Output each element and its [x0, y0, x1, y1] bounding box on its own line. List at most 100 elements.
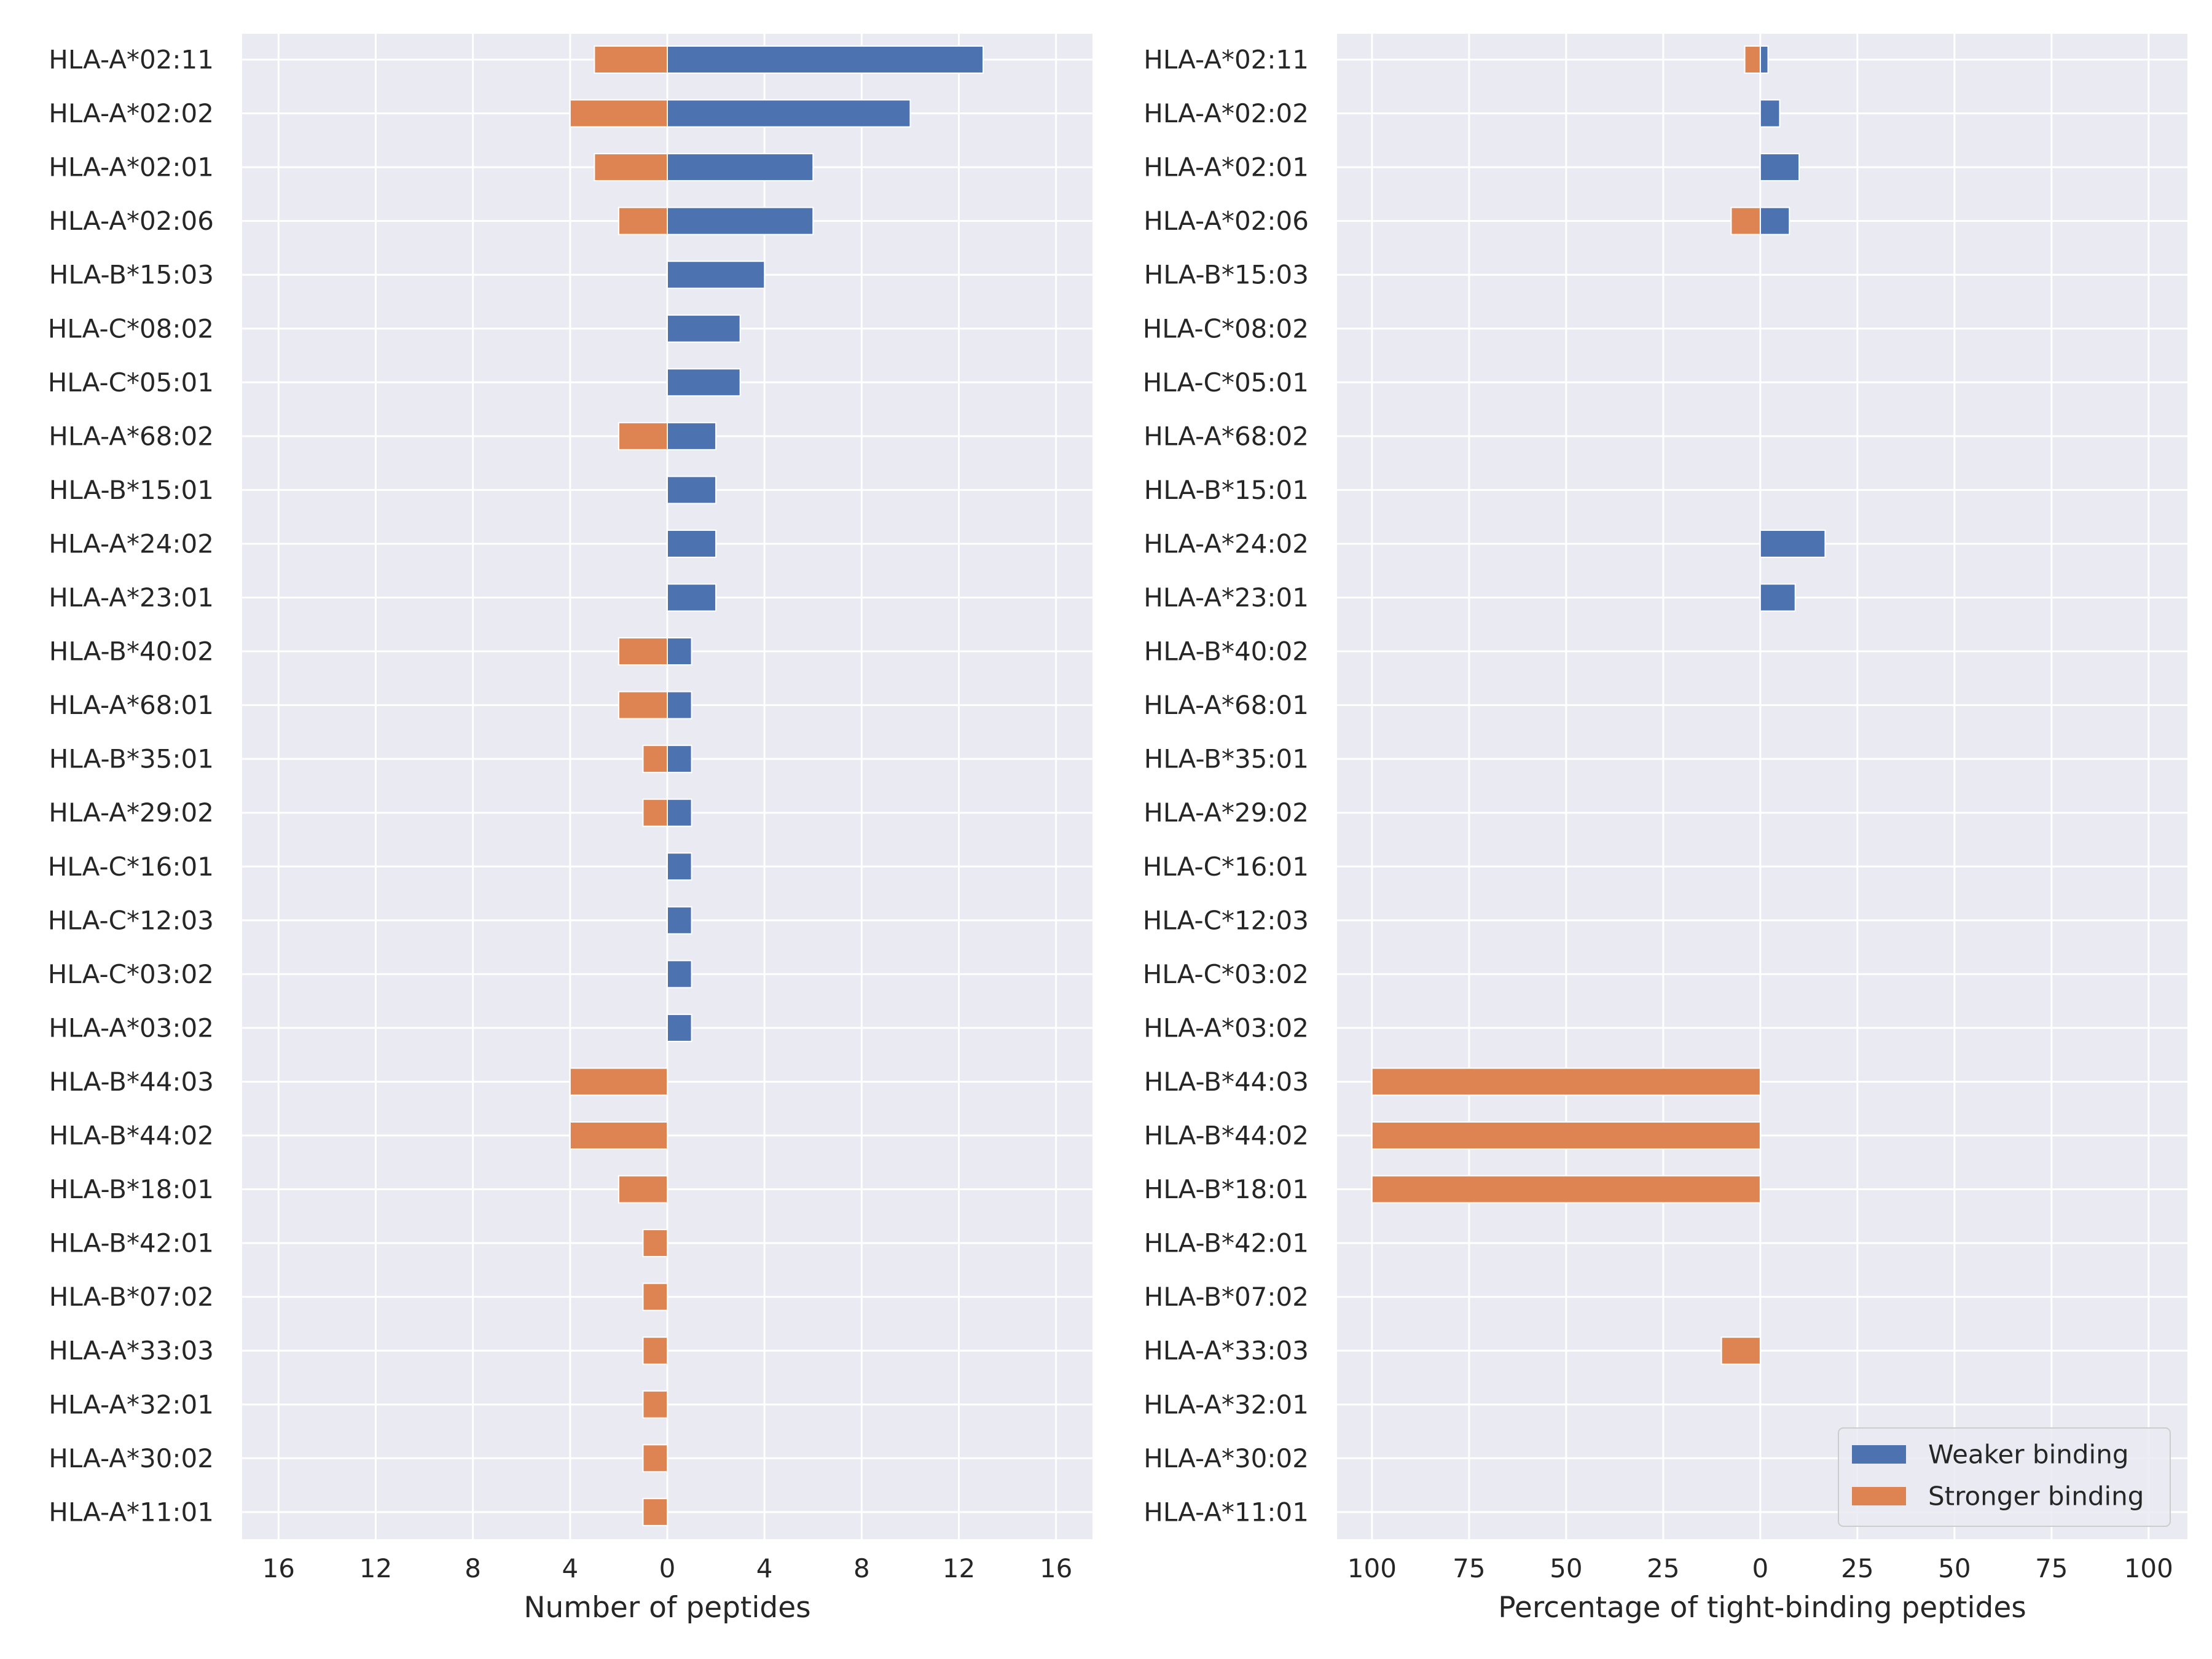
category-label: HLA-A*32:01 — [1143, 1389, 1309, 1419]
category-label: HLA-A*03:02 — [49, 1013, 214, 1043]
category-label: HLA-A*02:01 — [49, 152, 214, 182]
x-tick-label: 8 — [853, 1553, 870, 1583]
bar-stronger — [642, 1444, 669, 1473]
category-label: HLA-B*35:01 — [49, 744, 214, 774]
legend-swatch-weaker — [1852, 1445, 1906, 1464]
category-label: HLA-B*15:01 — [49, 475, 214, 505]
bar-weaker — [1759, 45, 1769, 74]
category-label: HLA-A*11:01 — [49, 1497, 214, 1527]
x-tick-label: 16 — [262, 1553, 295, 1583]
x-tick-label: 4 — [562, 1553, 578, 1583]
category-label: HLA-A*30:02 — [49, 1443, 214, 1473]
legend: Weaker binding Stronger binding — [1838, 1427, 2171, 1527]
bar-weaker — [667, 206, 814, 235]
category-label: HLA-A*24:02 — [1143, 528, 1309, 559]
category-label: HLA-A*30:02 — [1143, 1443, 1309, 1473]
category-label: HLA-A*02:01 — [1143, 152, 1309, 182]
bar-stronger — [642, 1229, 669, 1258]
x-axis-title: Percentage of tight-binding peptides — [1498, 1591, 2026, 1625]
category-label: HLA-C*16:01 — [1143, 852, 1309, 882]
chart-panel-2: HLA-A*02:11 HLA-A*02:02 HLA-A*02:01 HLA-A*0… — [1143, 34, 2187, 1625]
bar-weaker — [1759, 583, 1796, 612]
bar-weaker — [667, 153, 814, 182]
bar-weaker — [667, 368, 741, 397]
plot-area — [1337, 34, 2187, 1539]
x-tick-label: 12 — [359, 1553, 392, 1583]
bar-weaker — [667, 852, 692, 881]
category-label: HLA-C*05:01 — [48, 367, 214, 398]
category-label: HLA-B*42:01 — [49, 1228, 214, 1258]
category-label: HLA-B*15:01 — [1144, 475, 1309, 505]
bar-weaker — [667, 798, 692, 827]
bar-weaker — [667, 261, 766, 289]
category-label: HLA-C*05:01 — [1143, 367, 1309, 398]
category-label: HLA-A*29:02 — [1143, 798, 1309, 828]
category-label: HLA-B*07:02 — [49, 1282, 214, 1312]
chart-panel-1: HLA-A*02:11 HLA-A*02:02 HLA-A*02:01 HLA-A*0… — [48, 34, 1092, 1625]
category-label: HLA-C*03:02 — [1143, 959, 1309, 989]
category-label: HLA-B*40:02 — [49, 637, 214, 667]
bar-stronger — [642, 1336, 669, 1365]
bar-stronger — [594, 45, 668, 74]
category-label: HLA-A*29:02 — [49, 798, 214, 828]
x-tick-label: 8 — [465, 1553, 481, 1583]
bar-stronger — [1371, 1121, 1761, 1150]
category-label: HLA-A*33:03 — [1143, 1336, 1309, 1366]
category-label: HLA-A*02:11 — [1143, 45, 1309, 75]
category-label: HLA-C*08:02 — [1143, 313, 1309, 343]
bar-weaker — [667, 314, 741, 343]
category-label: HLA-B*44:03 — [49, 1067, 214, 1097]
x-tick-label: 75 — [2035, 1553, 2068, 1583]
x-tick-label: 0 — [659, 1553, 676, 1583]
bar-weaker — [667, 476, 717, 504]
bar-weaker — [667, 637, 692, 666]
x-tick-label: 50 — [1550, 1553, 1582, 1583]
bar-stronger — [618, 422, 669, 450]
x-tick-label: 25 — [1647, 1553, 1679, 1583]
category-label: HLA-A*68:02 — [1143, 421, 1309, 451]
bar-weaker — [667, 583, 717, 612]
bar-stronger — [642, 1282, 669, 1311]
bar-weaker — [667, 422, 717, 450]
x-tick-label: 100 — [1347, 1553, 1397, 1583]
category-label: HLA-B*18:01 — [1144, 1174, 1309, 1204]
bar-stronger — [642, 1497, 669, 1526]
x-tick-label: 50 — [1938, 1553, 1971, 1583]
category-label: HLA-A*11:01 — [1143, 1497, 1309, 1527]
category-label: HLA-B*44:02 — [49, 1121, 214, 1151]
category-label: HLA-C*08:02 — [48, 313, 214, 343]
x-axis-title: Number of peptides — [524, 1591, 810, 1625]
category-label: HLA-A*68:02 — [49, 421, 214, 451]
category-label: HLA-A*68:01 — [1143, 690, 1309, 720]
legend-label-stronger: Stronger binding — [1928, 1481, 2144, 1512]
category-label: HLA-B*15:03 — [49, 260, 214, 290]
category-label: HLA-A*33:03 — [49, 1336, 214, 1366]
x-tick-label: 4 — [756, 1553, 773, 1583]
bar-stronger — [569, 1067, 668, 1096]
category-label: HLA-A*02:11 — [49, 45, 214, 75]
category-label: HLA-B*35:01 — [1144, 744, 1309, 774]
x-tick-label: 75 — [1453, 1553, 1485, 1583]
category-label: HLA-C*12:03 — [48, 905, 214, 935]
bar-weaker — [1759, 153, 1800, 182]
bar-stronger — [569, 99, 668, 128]
category-label: HLA-A*68:01 — [49, 690, 214, 720]
x-tick-label: 25 — [1841, 1553, 1873, 1583]
bar-weaker — [667, 960, 692, 989]
category-label: HLA-B*44:03 — [1144, 1067, 1309, 1097]
category-label: HLA-A*23:01 — [49, 582, 214, 613]
category-label: HLA-A*23:01 — [1143, 582, 1309, 613]
bar-weaker — [667, 906, 692, 935]
bar-stronger — [618, 637, 669, 666]
bar-stronger — [618, 206, 669, 235]
category-label: HLA-B*15:03 — [1144, 260, 1309, 290]
category-label: HLA-A*32:01 — [49, 1389, 214, 1419]
bar-stronger — [594, 153, 668, 182]
category-label: HLA-B*40:02 — [1144, 637, 1309, 667]
bar-stronger — [1730, 206, 1761, 235]
category-label: HLA-C*12:03 — [1143, 905, 1309, 935]
bar-stronger — [1371, 1067, 1761, 1096]
bar-stronger — [618, 1175, 669, 1204]
bar-weaker — [667, 45, 984, 74]
